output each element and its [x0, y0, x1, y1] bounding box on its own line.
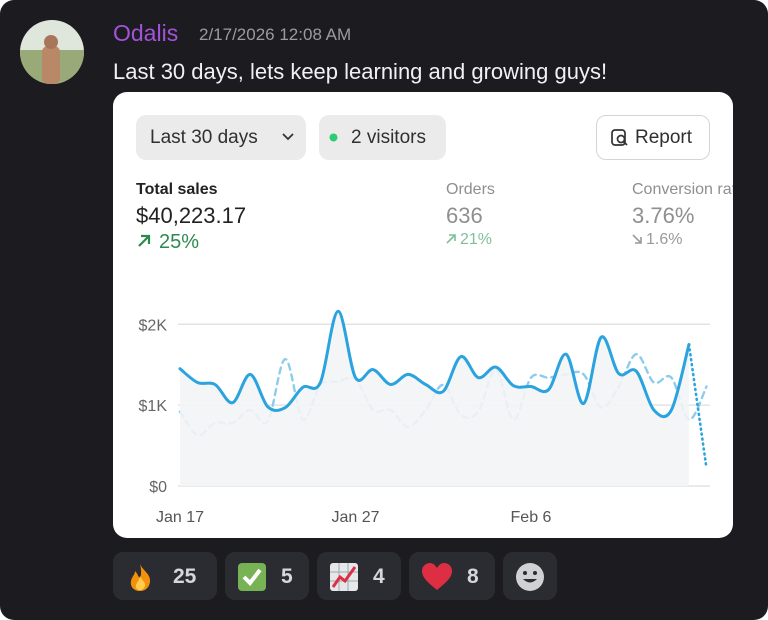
timestamp: 2/17/2026 12:08 AM	[199, 25, 352, 44]
author-name[interactable]: Odalis	[113, 20, 179, 46]
down-arrow	[632, 234, 642, 244]
add-reaction[interactable]	[503, 552, 557, 600]
visitors-label: 2 visitors	[351, 127, 426, 148]
reaction-count: 25	[173, 565, 197, 588]
check-emoji	[238, 563, 266, 591]
message-text: Last 30 days, lets keep learning and gro…	[113, 59, 608, 84]
report-label: Report	[635, 127, 693, 148]
range-label: Last 30 days	[150, 127, 258, 148]
fire-emoji	[130, 564, 151, 591]
report-button[interactable]: Report	[596, 115, 710, 160]
range-button[interactable]: Last 30 days	[136, 115, 306, 160]
metric-change: 25%	[159, 231, 200, 253]
sales-line	[178, 309, 691, 419]
report-icon	[611, 129, 628, 146]
projected-line	[687, 343, 708, 470]
smile-icon	[516, 563, 544, 591]
visitors-pill: 2 visitors	[319, 115, 446, 160]
metric-change: 21%	[460, 231, 493, 248]
avatar[interactable]	[20, 20, 84, 84]
metric-value: $40,223.17	[136, 203, 247, 228]
metric-value: 3.76%	[632, 203, 695, 228]
metric-label: Orders	[446, 181, 495, 198]
reaction-count: 5	[281, 565, 293, 588]
x-tick-label: Feb 6	[511, 509, 552, 526]
y-tick-label: $0	[149, 479, 167, 496]
y-tick-label: $1K	[139, 398, 168, 415]
y-tick-label: $2K	[139, 317, 168, 334]
x-tick-label: Jan 27	[331, 509, 379, 526]
reaction[interactable]: 5	[225, 552, 309, 600]
chart-emoji	[330, 563, 358, 591]
area-fill	[180, 311, 689, 486]
metric-label: Conversion rate	[632, 181, 733, 198]
heart-emoji	[422, 563, 452, 590]
reaction[interactable]: 4	[317, 552, 401, 600]
up-arrow	[138, 234, 151, 247]
embed-image[interactable]: Last 30 days 2 visitors Report Total sal…	[113, 92, 733, 538]
reaction[interactable]: 25	[113, 552, 217, 600]
metric-label: Total sales	[136, 181, 218, 198]
reaction-count: 8	[467, 565, 479, 588]
x-tick-label: Jan 17	[156, 509, 204, 526]
sales-chart: $0 $1K $2K Jan 17 Jan 27 Feb 6	[139, 309, 710, 526]
live-dot	[329, 133, 338, 142]
reaction-count: 4	[373, 565, 385, 588]
up-arrow	[446, 234, 456, 244]
metric-value: 636	[446, 203, 483, 228]
metric-change: 1.6%	[646, 231, 683, 248]
chevron	[282, 133, 294, 141]
reaction[interactable]: 8	[409, 552, 495, 600]
